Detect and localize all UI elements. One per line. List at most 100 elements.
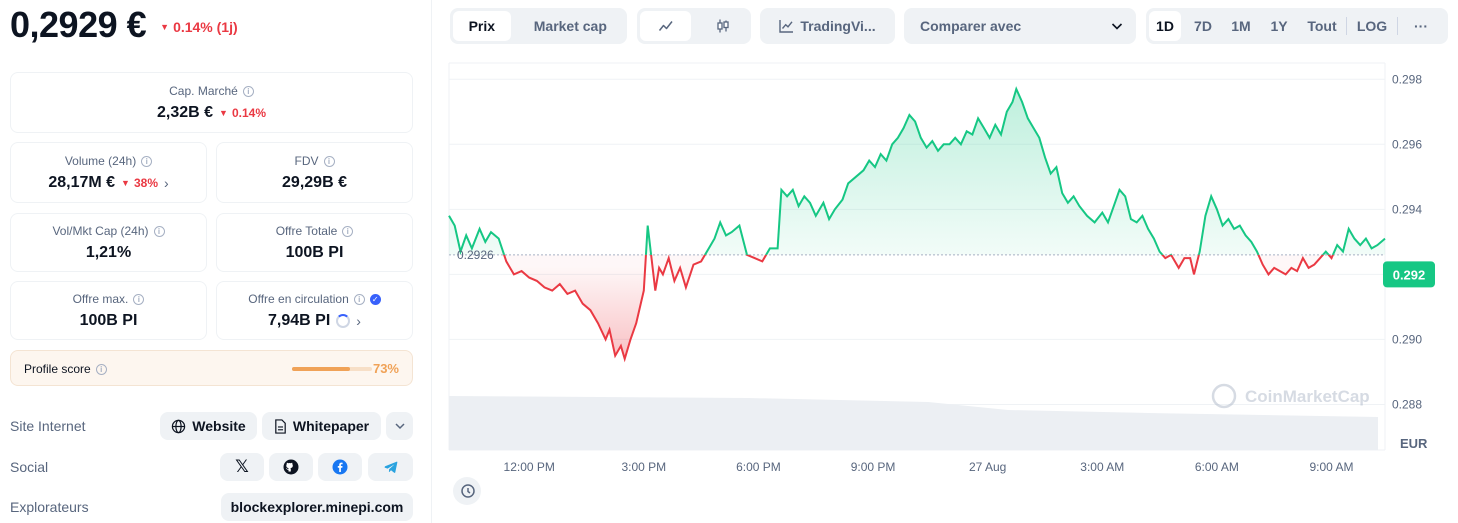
github-button[interactable] (269, 453, 313, 481)
chart-type-toggle (637, 8, 751, 44)
vol-mkt-cap-label: Vol/Mkt Cap (24h) (52, 224, 149, 238)
tab-market-cap[interactable]: Market cap (533, 18, 607, 34)
x-tick-label: 3:00 AM (1080, 460, 1124, 474)
more-links-button[interactable] (386, 412, 413, 440)
max-supply-value: 100B PI (79, 312, 138, 329)
vol-mkt-cap-value: 1,21% (85, 244, 132, 261)
facebook-icon (332, 459, 348, 475)
y-tick-label: 0.294 (1392, 202, 1422, 216)
range-1m[interactable]: 1M (1231, 18, 1251, 34)
x-tick-label: 6:00 PM (736, 460, 781, 474)
price-chart-svg[interactable]: CoinMarketCap 0.2926 0.288 0.290 0.292 0.29… (448, 60, 1458, 523)
range-1y[interactable]: 1Y (1270, 18, 1288, 34)
globe-icon (172, 419, 186, 433)
volume-card[interactable]: Volume (24h) i 28,17M € ▼ 38% › (10, 142, 207, 203)
range-all[interactable]: Tout (1307, 18, 1337, 34)
tradingview-chart-icon (779, 20, 794, 33)
chevron-down-icon (1111, 23, 1123, 30)
volume-band (449, 396, 1378, 450)
line-chart-icon (658, 21, 673, 31)
info-icon[interactable]: i (133, 293, 145, 305)
caret-down-icon: ▼ (219, 108, 228, 118)
volume-change: ▼ 38% (121, 176, 158, 190)
document-icon (275, 418, 286, 434)
caret-down-icon: ▼ (160, 22, 170, 32)
area-fill-down (449, 254, 1385, 359)
max-supply-card: Offre max. i 100B PI (10, 281, 207, 340)
market-cap-label: Cap. Marché (169, 84, 238, 98)
log-scale-toggle[interactable]: LOG (1356, 18, 1388, 34)
y-tick-label: 0.298 (1392, 72, 1422, 86)
more-options-button[interactable]: ··· (1414, 18, 1428, 34)
whitepaper-button-label: Whitepaper (292, 418, 370, 434)
info-icon[interactable]: i (95, 363, 107, 375)
coinmarketcap-logo-icon (1211, 383, 1237, 409)
time-range-toggle: 1D 7D 1M 1Y Tout LOG ··· (1146, 8, 1448, 44)
explorers-row: Explorateurs blockexplorer.minepi.com (10, 493, 413, 521)
info-icon[interactable]: i (342, 225, 354, 237)
x-tick-label: 3:00 PM (621, 460, 666, 474)
explorer-link-label: blockexplorer.minepi.com (230, 499, 404, 515)
social-row: Social 𝕏 (10, 453, 413, 481)
profile-score-bar (292, 367, 372, 371)
website-button[interactable]: Website (160, 412, 257, 440)
history-button-bg[interactable] (453, 477, 481, 505)
vol-mkt-cap-card: Vol/Mkt Cap (24h) i 1,21% (10, 213, 207, 272)
website-row: Site Internet Website Whitepaper (10, 412, 413, 440)
whitepaper-button[interactable]: Whitepaper (262, 412, 381, 440)
history-icon-hands (467, 488, 471, 494)
toolbar-divider (1346, 17, 1347, 35)
social-row-label: Social (10, 459, 49, 475)
chevron-right-icon[interactable]: › (164, 175, 169, 191)
compare-dropdown[interactable]: Comparer avec (904, 8, 1136, 44)
candlestick-icon (716, 19, 729, 33)
telegram-icon (384, 461, 397, 473)
candlestick-button[interactable] (697, 11, 748, 41)
circulating-supply-card[interactable]: Offre en circulation i ✓ 7,94B PI › (216, 281, 413, 340)
explorer-link-button[interactable]: blockexplorer.minepi.com (221, 493, 413, 521)
x-icon: 𝕏 (235, 457, 249, 476)
verified-check-icon: ✓ (369, 293, 381, 305)
chevron-down-icon (394, 423, 405, 430)
coin-stats-panel: 0,2929 € ▼ 0.14% (1j) Cap. Marché i 2,32B… (0, 0, 432, 523)
price-chart[interactable]: CoinMarketCap 0.2926 0.288 0.290 0.292 0.29… (448, 60, 1458, 523)
profile-score-label: Profile score (24, 362, 91, 376)
fdv-value: 29,29B € (282, 174, 347, 191)
x-tick-label: 9:00 PM (851, 460, 896, 474)
market-cap-value: 2,32B € (157, 104, 214, 121)
price-change: ▼ 0.14% (1j) (160, 19, 238, 35)
line-chart-button[interactable] (640, 11, 691, 41)
current-price-tag-bg (1383, 261, 1435, 288)
info-icon[interactable]: i (323, 155, 335, 167)
price-line-up (448, 86, 1386, 255)
fdv-label: FDV (294, 154, 319, 168)
x-twitter-button[interactable]: 𝕏 (220, 453, 264, 481)
y-tick-label: 0.288 (1392, 397, 1422, 411)
info-icon[interactable]: i (242, 85, 254, 97)
website-row-label: Site Internet (10, 418, 86, 434)
tradingview-button[interactable]: TradingVi... (760, 8, 895, 44)
history-button[interactable] (453, 477, 481, 505)
facebook-button[interactable] (318, 453, 362, 481)
current-price-tag: 0.292 (1383, 261, 1435, 288)
chevron-right-icon[interactable]: › (356, 313, 361, 329)
tab-price[interactable]: Prix (453, 11, 511, 41)
profile-score-fill (292, 367, 351, 371)
telegram-button[interactable] (368, 453, 413, 481)
range-1d[interactable]: 1D (1149, 11, 1181, 41)
supply-progress-ring-icon (336, 314, 351, 328)
info-icon[interactable]: i (153, 225, 165, 237)
baseline-label: 0.2926 (457, 248, 494, 262)
coinmarketcap-watermark: CoinMarketCap (1211, 383, 1370, 409)
x-tick-label: 27 Aug (969, 460, 1006, 474)
profile-score[interactable]: Profile score i 73% (10, 350, 413, 386)
range-7d[interactable]: 7D (1194, 18, 1212, 34)
info-icon[interactable]: i (353, 293, 365, 305)
currency-label: EUR (1400, 436, 1428, 451)
info-icon[interactable]: i (141, 155, 153, 167)
price-line-down (460, 254, 1335, 363)
x-tick-label: 6:00 AM (1195, 460, 1239, 474)
fdv-card: FDV i 29,29B € (216, 142, 413, 203)
price-header: 0,2929 € ▼ 0.14% (1j) (10, 4, 238, 46)
